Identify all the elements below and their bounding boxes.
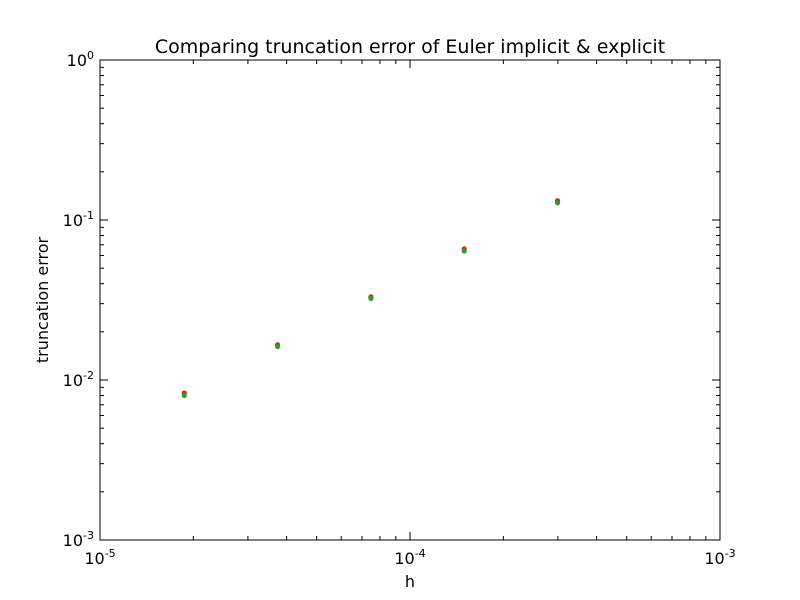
y-tick-base: 10 xyxy=(67,51,87,70)
x-tick-label: 10-4 xyxy=(394,547,425,568)
data-points xyxy=(181,198,561,399)
y-tick-label: 10-1 xyxy=(63,209,94,230)
y-tick-base: 10 xyxy=(63,531,83,550)
x-tick-base: 10 xyxy=(84,549,104,568)
y-axis-label: truncation error xyxy=(33,236,52,363)
y-tick-exponent: -1 xyxy=(83,209,94,222)
series-2-point-2 xyxy=(274,343,281,350)
x-tick-label: 10-5 xyxy=(84,547,115,568)
y-tick-label: 10-2 xyxy=(63,369,94,390)
x-tick-base: 10 xyxy=(394,549,414,568)
x-tick-exponent: -4 xyxy=(415,547,426,560)
x-tick-base: 10 xyxy=(704,549,724,568)
x-tick-exponent: -3 xyxy=(725,547,736,560)
series-2-point-4 xyxy=(461,248,467,254)
y-tick-exponent: -2 xyxy=(83,369,94,382)
y-tick-exponent: -3 xyxy=(83,529,94,542)
y-tick-exponent: 0 xyxy=(87,49,94,62)
y-tick-label: 10-3 xyxy=(63,529,94,550)
x-tick-label: 10-3 xyxy=(704,547,735,568)
chart-title: Comparing truncation error of Euler impl… xyxy=(155,36,665,58)
series-2-point-5 xyxy=(554,200,561,206)
y-tick-base: 10 xyxy=(63,211,83,230)
x-axis-label: h xyxy=(405,572,415,591)
series-2-point-1 xyxy=(181,392,187,399)
x-tick-exponent: -5 xyxy=(105,547,116,560)
plot-frame xyxy=(99,59,721,541)
y-tick-label: 100 xyxy=(67,49,94,70)
series-2-point-3 xyxy=(368,295,374,302)
y-tick-base: 10 xyxy=(63,371,83,390)
